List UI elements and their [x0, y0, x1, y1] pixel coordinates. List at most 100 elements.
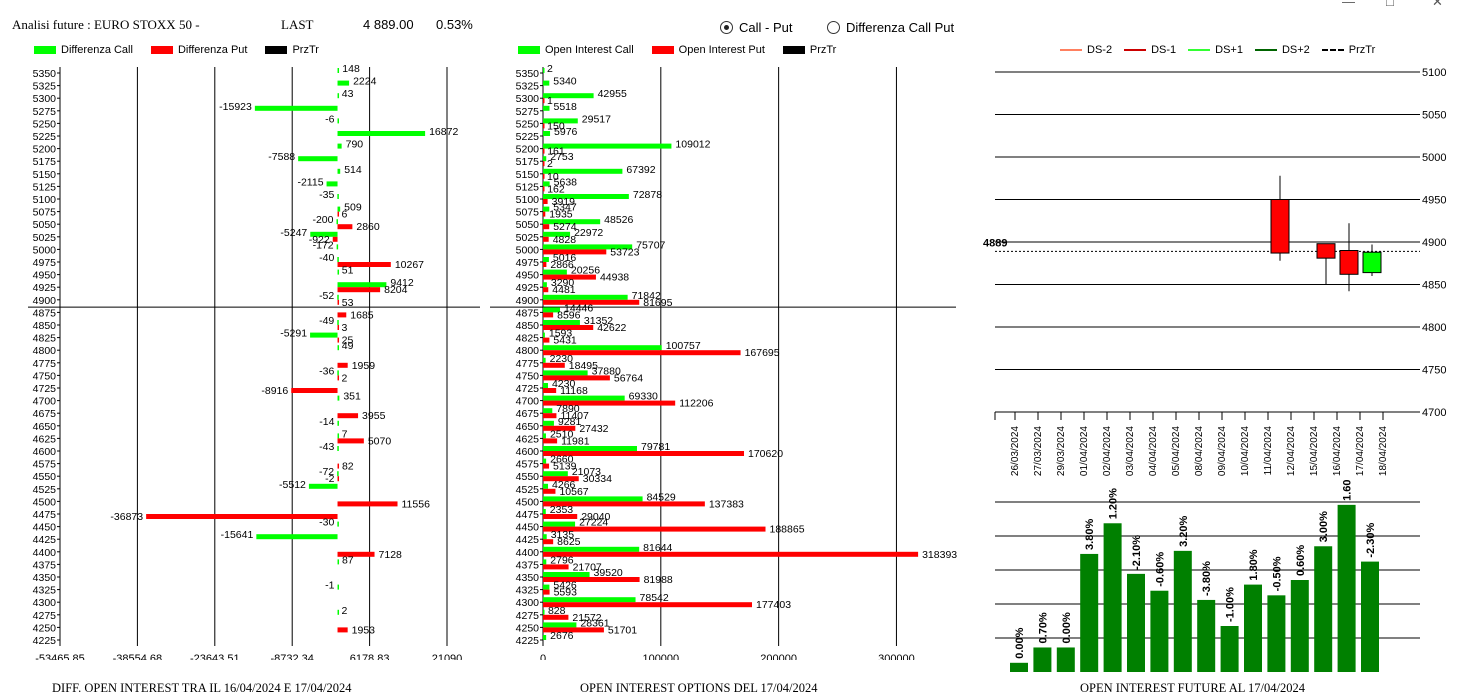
- y-tick-label: 4650: [516, 421, 540, 433]
- put-bar: [543, 337, 550, 343]
- call-value-label: -49: [319, 315, 334, 327]
- y-tick-label: 4725: [33, 383, 57, 395]
- radio-call-put[interactable]: Call - Put: [720, 20, 792, 35]
- maximize-button[interactable]: □: [1386, 0, 1394, 9]
- call-bar: [337, 282, 387, 288]
- call-bar: [256, 534, 338, 540]
- close-button[interactable]: ✕: [1432, 0, 1443, 9]
- future-value-label: -2.10%: [1131, 535, 1143, 570]
- call-value-label: -15923: [219, 101, 252, 113]
- call-bar: [337, 609, 340, 615]
- legend-line-ds+1: [1188, 49, 1211, 51]
- legend-label: PrzTr: [1348, 44, 1376, 56]
- y-tick-label: 4400: [33, 547, 57, 559]
- y-tick-label: 5200: [516, 144, 540, 156]
- call-value-label: 5347: [553, 202, 577, 214]
- y-tick-label: 4725: [516, 383, 540, 395]
- put-value-label: 82: [342, 461, 354, 473]
- put-value-label: 2866: [550, 259, 574, 271]
- call-value-label: 22972: [574, 227, 603, 239]
- call-value-label: -7588: [268, 151, 295, 163]
- call-bar: [543, 93, 594, 99]
- put-bar: [337, 627, 348, 633]
- call-value-label: 4230: [552, 378, 576, 390]
- put-value-label: 2: [547, 158, 553, 170]
- put-bar: [543, 564, 569, 570]
- call-value-label: 16872: [429, 126, 458, 138]
- call-bar: [543, 219, 601, 225]
- call-value-label: 29517: [582, 113, 611, 125]
- put-bar: [543, 161, 545, 167]
- minimize-button[interactable]: —: [1342, 0, 1355, 9]
- y-tick-label: 4925: [516, 282, 540, 294]
- call-value-label: 51: [342, 265, 354, 277]
- call-value-label: 2796: [550, 554, 574, 566]
- call-value-label: -14: [319, 416, 334, 428]
- call-value-label: 5518: [554, 101, 578, 113]
- put-value-label: 30334: [583, 473, 612, 485]
- call-bar: [337, 446, 339, 451]
- chart-diff-open-interest: -53465.85 -38554.68 -23643.51 -8732.34 6178.…: [28, 63, 480, 660]
- put-value-label: 2860: [356, 221, 380, 233]
- call-value-label: -6: [325, 113, 334, 125]
- put-bar: [337, 375, 340, 381]
- call-value-label: 514: [344, 164, 362, 176]
- put-bar: [337, 312, 347, 318]
- y-tick-label: 5250: [33, 118, 57, 130]
- future-bar: [1197, 599, 1216, 672]
- call-value-label: -30: [319, 517, 334, 529]
- put-value-label: 4828: [553, 234, 577, 246]
- chart-open-interest-options: 0 100000 200000 300000 5350 2 5325 5340 5300 4295…: [490, 63, 957, 660]
- future-bar: [1033, 647, 1052, 672]
- radio-differenza-call-put[interactable]: Differenza Call Put: [827, 20, 954, 35]
- call-bar: [308, 483, 338, 489]
- legend-item-ds-1: DS-1: [1124, 44, 1176, 56]
- y-tick-label: 5225: [33, 131, 57, 143]
- call-value-label: 4266: [552, 479, 576, 491]
- y-tick-label: 4825: [33, 333, 57, 345]
- y-tick-label: 5025: [33, 232, 57, 244]
- radio-dot-call-put[interactable]: [720, 21, 733, 34]
- radio-dot-differenza[interactable]: [827, 21, 840, 34]
- legend-label: Open Interest Call: [545, 44, 634, 56]
- candle-body: [1270, 199, 1290, 254]
- legend-swatch-green: [518, 46, 540, 54]
- y-tick-label: 4625: [516, 433, 540, 445]
- y-tick-label: 4325: [33, 585, 57, 597]
- x-date-label: 02/04/2024: [1102, 426, 1113, 476]
- mid-caption: OPEN INTEREST OPTIONS DEL 17/04/2024: [580, 681, 818, 695]
- put-bar: [337, 325, 340, 330]
- call-bar: [543, 143, 672, 149]
- x-tick-label: 300000: [878, 653, 915, 660]
- call-bar: [543, 206, 550, 212]
- call-bar: [543, 509, 546, 514]
- mid-legend: Open Interest Call Open Interest Put Prz…: [518, 44, 854, 56]
- y-tick-label: 4600: [33, 446, 57, 458]
- call-bar: [543, 231, 571, 237]
- put-bar: [543, 476, 579, 482]
- y-tick-label: 4350: [516, 572, 540, 584]
- future-bar: [1056, 647, 1075, 672]
- call-value-label: 67392: [626, 164, 655, 176]
- put-bar: [543, 173, 545, 179]
- call-bar: [543, 345, 662, 351]
- call-bar: [543, 395, 625, 401]
- x-date-label: 17/04/2024: [1355, 426, 1366, 476]
- call-value-label: 3290: [551, 277, 575, 289]
- put-value-label: 8204: [384, 284, 408, 296]
- y-tick-label: 4275: [33, 610, 57, 622]
- put-value-label: 5139: [553, 461, 577, 473]
- put-value-label: 188865: [770, 524, 805, 536]
- call-value-label: 69330: [629, 391, 658, 403]
- call-value-label: -200: [312, 214, 333, 226]
- y-tick-label: 4875: [516, 307, 540, 319]
- price-label: 4889: [983, 237, 1007, 249]
- radio-label-differenza: Differenza Call Put: [846, 20, 955, 35]
- legend-item-diff-call: Differenza Call: [34, 44, 133, 56]
- y-tick-label: 4400: [516, 547, 540, 559]
- put-value-label: 10267: [395, 259, 424, 271]
- future-value-label: 3.20%: [1178, 515, 1190, 546]
- y-tick-label: 4750: [516, 370, 540, 382]
- call-value-label: 2510: [550, 428, 574, 440]
- put-value-label: 11407: [560, 410, 589, 422]
